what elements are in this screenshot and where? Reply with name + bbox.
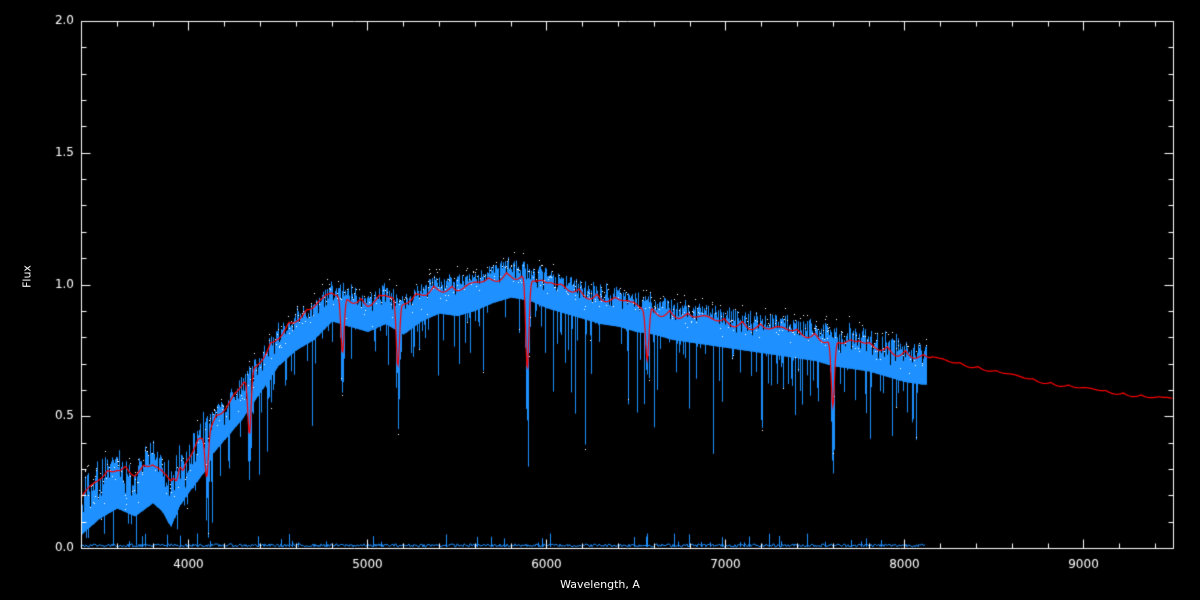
y-axis-label: Flux (20, 265, 34, 288)
x-axis-label: Wavelength, A (560, 578, 640, 591)
